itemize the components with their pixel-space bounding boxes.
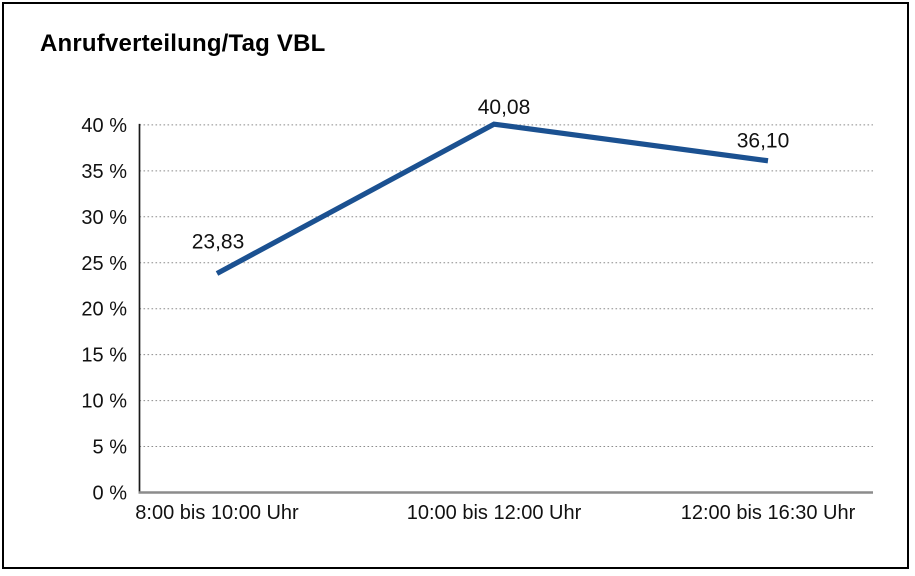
y-tick-label: 25 % [81,253,127,275]
series-line [215,121,769,276]
y-tick-label: 10 % [81,391,127,413]
y-tick-label: 15 % [81,345,127,367]
x-category-label: 12:00 bis 16:30 Uhr [681,502,856,524]
y-tick-label: 35 % [81,161,127,183]
x-category-label: 10:00 bis 12:00 Uhr [407,502,582,524]
y-tick-label: 40 % [81,115,127,137]
data-point-label: 40,08 [478,96,531,119]
x-category-label: 8:00 bis 10:00 Uhr [135,502,299,524]
y-tick-label: 20 % [81,299,127,321]
data-point-label: 36,10 [737,130,790,153]
data-point-label: 23,83 [192,231,245,254]
chart-frame [2,2,909,569]
chart-title: Anrufverteilung/Tag VBL [40,30,326,57]
y-tick-label: 0 % [93,483,128,505]
y-tick-label: 5 % [93,437,128,459]
y-tick-label: 30 % [81,207,127,229]
